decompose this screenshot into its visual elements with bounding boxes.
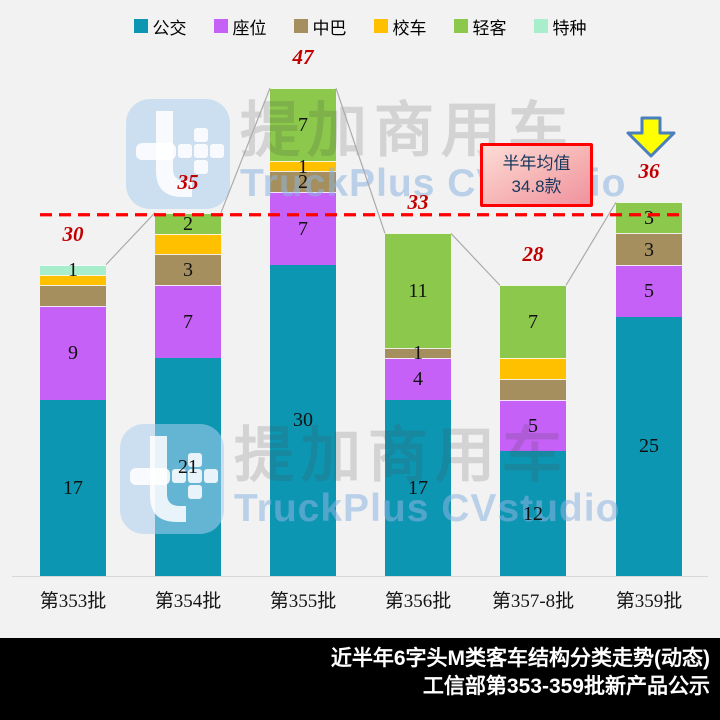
- bar-第359批: 25 5 3 3: [616, 202, 682, 576]
- segment-value-label: 25: [639, 435, 659, 458]
- bar-segment-中巴: 1: [385, 343, 451, 363]
- segment-value-label: 3: [644, 238, 654, 261]
- legend-swatch-icon: [133, 19, 148, 33]
- bar-segment-公交: 17: [40, 399, 106, 576]
- legend-item: 轻客: [453, 14, 507, 39]
- segment-value-label: 1: [68, 259, 78, 282]
- segment-value-label: 7: [183, 311, 193, 334]
- bar-segment-中巴: 2: [270, 171, 336, 192]
- legend-item: 公交: [133, 14, 187, 39]
- total-value-label: 33: [407, 190, 429, 215]
- bar-segment-座位: 5: [500, 399, 566, 452]
- legend-label: 特种: [552, 18, 587, 38]
- legend-swatch-icon: [213, 19, 228, 33]
- x-axis-label: 第356批: [384, 591, 452, 612]
- bar-第353批: 17 9 1: [40, 260, 106, 576]
- bar-segment-座位: 7: [270, 191, 336, 265]
- legend-item: 校车: [373, 14, 427, 39]
- segment-value-label: 17: [63, 476, 83, 499]
- segment-value-label: 1: [298, 155, 308, 178]
- bar-segment-公交: 17: [385, 399, 451, 576]
- x-axis-label: 第359批: [615, 591, 683, 612]
- legend-swatch-icon: [373, 19, 388, 33]
- segment-value-label: 7: [298, 217, 308, 240]
- bar-segment-校车: [500, 358, 566, 379]
- legend-label: 轻客: [472, 18, 507, 38]
- chart-subtitle: 工信部第353-359批新产品公示: [422, 675, 710, 698]
- bar-segment-公交: 25: [616, 316, 682, 576]
- legend-item: 特种: [533, 14, 587, 39]
- segment-value-label: 11: [408, 280, 428, 303]
- total-value-label: 35: [177, 169, 199, 194]
- segment-value-label: 21: [178, 456, 198, 479]
- bar-segment-座位: 5: [616, 264, 682, 317]
- bar-segment-中巴: [500, 378, 566, 400]
- total-value-label: 30: [62, 221, 84, 246]
- bar-segment-中巴: 3: [616, 233, 682, 265]
- legend-item: 中巴: [293, 14, 347, 39]
- segment-value-label: 9: [68, 342, 78, 365]
- bar-segment-座位: 4: [385, 358, 451, 400]
- bar-第355批: 30 7 2 1 7: [270, 88, 336, 576]
- bar-segment-公交: 30: [270, 264, 336, 576]
- segment-value-label: 3: [183, 259, 193, 282]
- bar-第354批: 21 7 3 2: [155, 212, 221, 576]
- bar-segment-特种: 1: [40, 260, 106, 280]
- segment-value-label: 3: [644, 207, 654, 230]
- bar-segment-中巴: [40, 285, 106, 307]
- legend-swatch-icon: [533, 19, 548, 33]
- total-value-label: 36: [638, 159, 660, 184]
- bar-segment-轻客: 3: [616, 202, 682, 234]
- segment-value-label: 2: [298, 171, 308, 194]
- legend-label: 中巴: [312, 18, 347, 38]
- segment-value-label: 7: [298, 114, 308, 136]
- bar-segment-公交: 21: [155, 358, 221, 576]
- legend-label: 公交: [152, 18, 187, 38]
- average-annotation-line2: 34.8款: [511, 177, 562, 196]
- segment-value-label: 5: [528, 415, 538, 437]
- x-axis-label: 第353批: [39, 591, 107, 612]
- total-value-label: 28: [522, 242, 544, 267]
- segment-value-label: 12: [523, 502, 543, 525]
- x-axis-label: 第355批: [269, 591, 337, 612]
- bar-segment-轻客: 2: [155, 212, 221, 235]
- bar-segment-轻客: 7: [500, 285, 566, 359]
- segment-value-label: 2: [183, 212, 193, 235]
- bar-segment-座位: 9: [40, 306, 106, 400]
- legend-item: 座位: [213, 14, 267, 39]
- legend-label: 座位: [232, 18, 267, 38]
- bar-第357-8批: 12 5 7: [500, 285, 566, 576]
- total-value-label: 47: [292, 45, 314, 70]
- bar-第356批: 17 4 1 11: [385, 233, 451, 576]
- bar-segment-轻客: 11: [385, 233, 451, 348]
- segment-value-label: 7: [528, 311, 538, 334]
- chart-title: 近半年6字头M类客车结构分类走势(动态): [330, 647, 710, 670]
- bar-segment-公交: 12: [500, 451, 566, 576]
- bar-segment-校车: [155, 233, 221, 255]
- x-axis-label: 第354批: [154, 591, 222, 612]
- legend-swatch-icon: [293, 19, 308, 33]
- average-annotation-line1: 半年均值: [502, 154, 571, 173]
- segment-value-label: 30: [293, 409, 313, 432]
- segment-value-label: 5: [644, 280, 654, 303]
- bar-segment-校车: [40, 275, 106, 286]
- segment-value-label: 17: [408, 476, 428, 499]
- bar-segment-轻客: 7: [270, 88, 336, 161]
- legend-label: 校车: [392, 18, 427, 38]
- x-axis-line: [12, 576, 708, 577]
- footer-title-bar: 近半年6字头M类客车结构分类走势(动态) 工信部第353-359批新产品公示: [0, 638, 720, 720]
- bar-segment-中巴: 3: [155, 254, 221, 286]
- average-value-annotation: 半年均值 34.8款: [480, 143, 593, 207]
- x-axis-label: 第357-8批: [491, 591, 575, 612]
- segment-value-label: 1: [413, 342, 423, 365]
- bar-segment-座位: 7: [155, 285, 221, 359]
- legend-swatch-icon: [453, 19, 468, 33]
- segment-value-label: 4: [413, 368, 423, 391]
- chart-legend: 公交 座位 中巴 校车 轻客 特种: [0, 13, 720, 39]
- bar-segment-校车: 1: [270, 157, 336, 177]
